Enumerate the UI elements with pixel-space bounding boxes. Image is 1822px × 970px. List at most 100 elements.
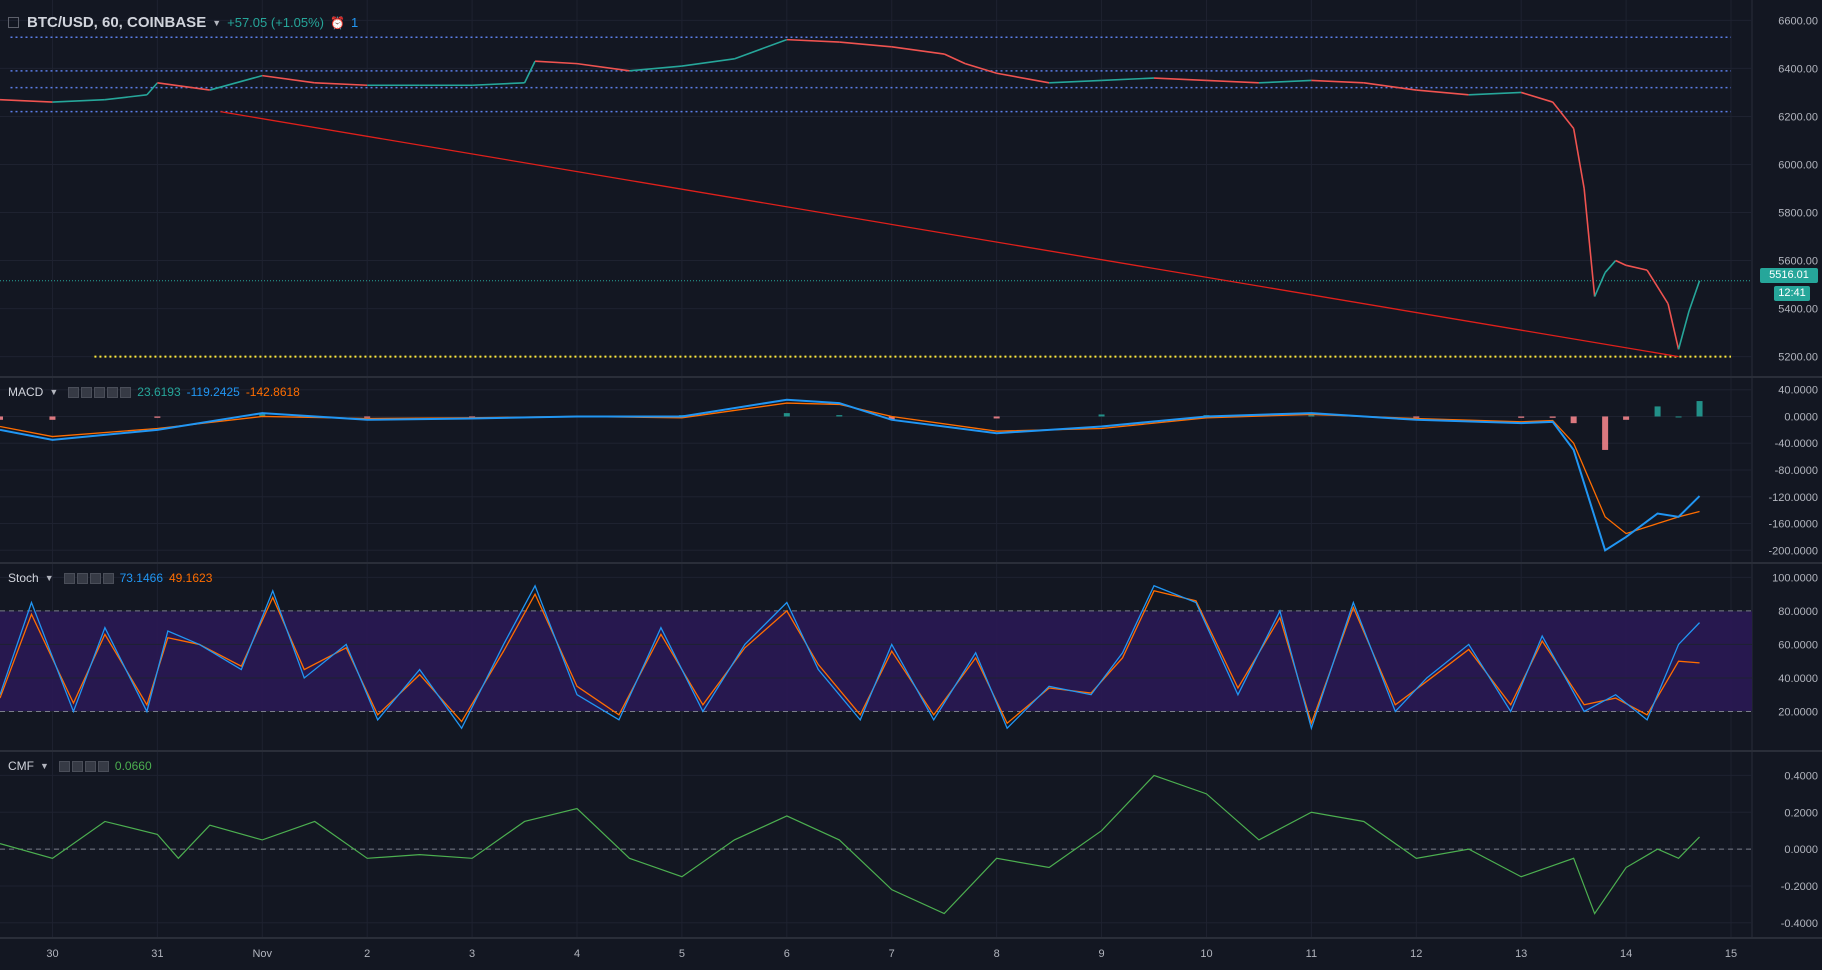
y-tick-label: 0.4000 [1784,770,1818,782]
x-tick-label: 3 [469,948,475,960]
stoch-legend: Stoch ▼ 73.1466 49.1623 [8,571,212,585]
y-tick-label: 5200.00 [1778,352,1818,364]
stoch-controls[interactable] [63,572,114,584]
macd-histogram-bar [1518,416,1525,418]
macd-histogram-bar [993,416,1000,419]
cmf-line [0,774,1700,915]
macd-menu-icon[interactable]: ▼ [49,387,59,397]
y-tick-label: 5400.00 [1778,304,1818,316]
y-tick-label: -160.0000 [1768,519,1818,531]
stoch-k-line [0,584,1701,731]
stoch-d-value: 49.1623 [169,571,213,585]
macd-histogram-bar [364,416,371,418]
x-tick-label: 13 [1515,948,1527,960]
stoch-k-value: 73.1466 [119,571,163,585]
y-tick-label: 20.0000 [1778,706,1818,718]
x-tick-label: 8 [994,948,1000,960]
price-segment [157,82,210,91]
macd-controls[interactable] [68,386,132,398]
macd-histogram-bar [469,416,476,418]
y-tick-label: 60.0000 [1778,639,1818,651]
price-segment [1416,89,1469,96]
price-segment [964,62,997,75]
macd-line [0,398,1701,552]
x-tick-label: 30 [46,948,58,960]
macd-histogram-bar [1570,416,1577,424]
y-tick-label: 0.2000 [1784,807,1818,819]
price-segment [891,46,945,55]
price-segment [839,41,892,48]
macd-histogram-bar [1602,416,1609,450]
price-segment [262,74,315,84]
x-tick-label: Nov [252,948,272,960]
macd-value: -119.2425 [186,385,240,399]
macd-histogram-bar [0,416,3,420]
macd-histogram-bar [1623,416,1630,420]
macd-title[interactable]: MACD [8,385,44,399]
price-segment [523,60,536,84]
y-tick-label: 5600.00 [1778,256,1818,268]
y-tick-label: 6600.00 [1778,15,1818,27]
price-segment [1363,82,1417,91]
cmf-controls[interactable] [58,760,109,772]
y-tick-label: -200.0000 [1768,545,1818,557]
macd-hist-value: 23.6193 [137,385,181,399]
macd-histogram-bar [1654,406,1661,417]
x-tick-label: 15 [1725,948,1737,960]
y-tick-label: 6200.00 [1778,111,1818,123]
price-segment [534,60,578,65]
price-segment [629,65,682,72]
symbol-title[interactable]: BTC/USD, 60, COINBASE [27,14,207,31]
macd-histogram-bar [49,416,56,420]
price-segment [1206,79,1259,84]
price-change: +57.05 (+1.05%) [227,15,324,30]
price-segment [1604,260,1617,274]
chevron-down-icon[interactable]: ▼ [212,17,222,28]
macd-histogram-bar [1308,415,1315,417]
collapse-icon[interactable] [8,17,19,28]
price-segment [1688,280,1701,312]
price-segment [1049,79,1102,84]
y-tick-label: 6400.00 [1778,63,1818,75]
y-tick-label: -0.2000 [1781,881,1818,893]
price-segment [1311,79,1364,84]
price-segment [472,82,525,87]
alarm-icon[interactable]: ⏰ [329,15,345,30]
cmf-title[interactable]: CMF [8,759,34,773]
macd-legend: MACD ▼ 23.6193 -119.2425 -142.8618 [8,385,300,399]
price-segment [1593,272,1606,297]
x-tick-label: 12 [1410,948,1422,960]
x-tick-label: 2 [364,948,370,960]
price-segment [996,72,1050,84]
price-segment [104,94,147,101]
x-tick-label: 5 [679,948,685,960]
x-tick-label: 11 [1306,948,1317,960]
price-segment [786,38,840,43]
stoch-title[interactable]: Stoch [8,571,39,585]
last-price-tag: 5516.01 [1760,268,1818,283]
price-segment [0,98,53,103]
macd-histogram-bar [1549,416,1556,418]
macd-histogram-bar [154,416,161,418]
macd-signal-value: -142.8618 [245,385,300,399]
cmf-menu-icon[interactable]: ▼ [40,761,49,771]
macd-histogram-bar [259,413,266,417]
y-tick-label: 100.0000 [1772,572,1818,584]
y-tick-label: -80.0000 [1775,465,1818,477]
macd-histogram-bar [888,416,895,420]
price-segment [1101,77,1155,82]
price-segment [1677,310,1690,350]
y-tick-label: 40.0000 [1778,673,1818,685]
price-segment [1552,101,1575,129]
stoch-menu-icon[interactable]: ▼ [44,573,54,583]
price-segment [576,62,630,72]
price-segment [52,98,105,103]
macd-histogram-bar [836,415,843,417]
cmf-legend: CMF ▼ 0.0660 [8,759,152,773]
macd-histogram-bar [1098,414,1105,417]
price-segment [1615,259,1627,267]
y-tick-label: 80.0000 [1778,606,1818,618]
y-tick-label: 6000.00 [1778,159,1818,171]
